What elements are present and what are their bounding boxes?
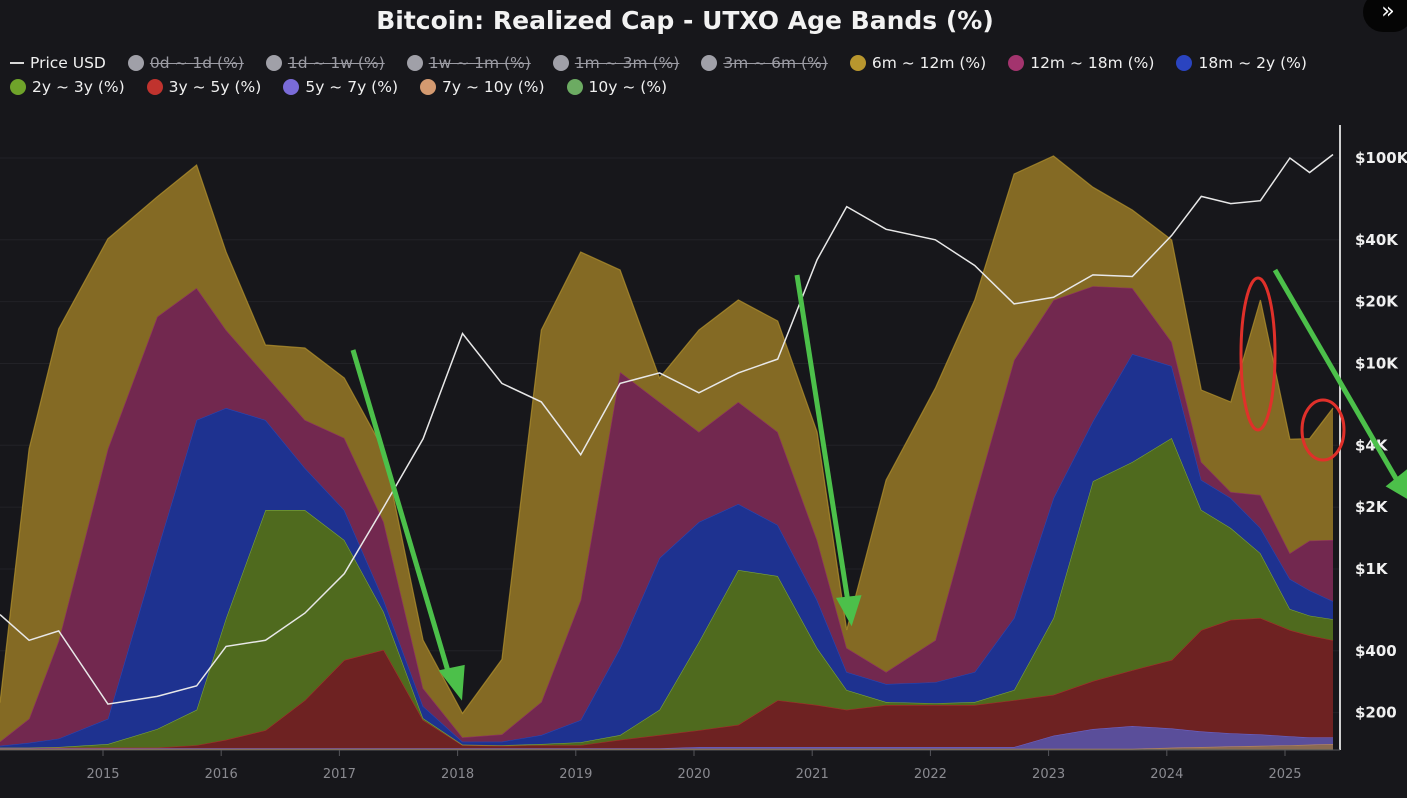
dot-swatch-icon: [265, 55, 282, 71]
legend-label: 18m ~ 2y (%): [1198, 54, 1307, 72]
dot-swatch-icon: [146, 79, 163, 95]
area-3y-5y-: [0, 618, 1333, 749]
dot-swatch-icon: [127, 55, 144, 71]
legend-label: Price USD: [30, 54, 106, 72]
price-tick-label: $200: [1355, 704, 1397, 722]
legend-item[interactable]: Price USD: [10, 54, 106, 72]
legend-label: 7y ~ 10y (%): [442, 78, 545, 96]
legend-label: 12m ~ 18m (%): [1030, 54, 1155, 72]
legend-item[interactable]: 1w ~ 1m (%): [406, 54, 531, 72]
x-tick-label: 2015: [86, 767, 119, 782]
red-circle: [1239, 276, 1277, 432]
green-arrow: [350, 349, 465, 701]
legend-item[interactable]: 12m ~ 18m (%): [1008, 54, 1154, 72]
dot-swatch-icon: [406, 55, 423, 71]
x-tick-label: 2021: [796, 767, 829, 782]
dot-swatch-icon: [849, 55, 866, 71]
price-tick-label: $100K: [1355, 149, 1407, 167]
x-tick-label: 2023: [1032, 767, 1065, 782]
dot-swatch-icon: [10, 79, 26, 95]
legend-label: 1m ~ 3m (%): [574, 54, 680, 72]
price-tick-label: $10K: [1355, 355, 1399, 373]
legend-item[interactable]: 18m ~ 2y (%): [1176, 54, 1307, 72]
green-arrow: [1272, 268, 1407, 499]
dot-swatch-icon: [701, 55, 718, 71]
legend-label: 3m ~ 6m (%): [723, 54, 828, 72]
legend-label: 5y ~ 7y (%): [305, 78, 399, 96]
legend-item[interactable]: 6m ~ 12m (%): [849, 54, 987, 72]
legend-item[interactable]: 0d ~ 1d (%): [127, 54, 244, 72]
area-18m-2y-: [0, 354, 1333, 748]
legend-item[interactable]: 2y ~ 3y (%): [10, 78, 125, 96]
price-tick-label: $20K: [1355, 293, 1399, 311]
legend-label: 3y ~ 5y (%): [168, 78, 262, 96]
area-edge: [0, 155, 1334, 715]
price-tick-label: $400: [1355, 642, 1397, 660]
double-chevron-right-icon[interactable]: »: [1363, 0, 1407, 32]
dot-swatch-icon: [283, 79, 300, 95]
legend-item[interactable]: 3m ~ 6m (%): [701, 54, 828, 72]
area-2y-3y-: [0, 438, 1333, 748]
price-tick-label: $40K: [1355, 231, 1399, 249]
legend-label: 2y ~ 3y (%): [32, 78, 125, 96]
area-6m-12m-: [0, 156, 1333, 742]
price-tick-label: $1K: [1355, 560, 1389, 578]
legend-label: 10y ~ (%): [588, 78, 668, 96]
area-12m-18m-: [0, 286, 1333, 746]
red-circle: [1300, 398, 1346, 462]
legend-label: 1d ~ 1w (%): [287, 54, 385, 72]
annotations: [350, 268, 1407, 701]
dot-swatch-icon: [420, 79, 437, 95]
legend-item[interactable]: 5y ~ 7y (%): [283, 78, 398, 96]
chart-title: Bitcoin: Realized Cap - UTXO Age Bands (…: [376, 6, 994, 35]
area-5y-7y-: [0, 726, 1333, 749]
line-swatch-icon: [10, 62, 24, 64]
x-tick-label: 2017: [323, 767, 356, 782]
price-line: [0, 153, 1334, 705]
legend-item[interactable]: 7y ~ 10y (%): [420, 78, 545, 96]
legend-label: 1w ~ 1m (%): [428, 54, 531, 72]
legend-item[interactable]: 1m ~ 3m (%): [552, 54, 680, 72]
legend: Price USD 0d ~ 1d (%) 1d ~ 1w (%) 1w ~ 1m (…: [10, 54, 1329, 72]
dot-swatch-icon: [1008, 55, 1025, 71]
legend: 2y ~ 3y (%) 3y ~ 5y (%) 5y ~ 7y (%) 7y ~ 10…: [10, 78, 689, 96]
x-tick-label: 2018: [441, 767, 474, 782]
x-tick-label: 2016: [205, 767, 238, 782]
legend-label: 0d ~ 1d (%): [149, 54, 244, 72]
x-tick-label: 2019: [559, 767, 592, 782]
x-tick-label: 2024: [1150, 767, 1183, 782]
dot-swatch-icon: [566, 79, 583, 95]
legend-label: 6m ~ 12m (%): [871, 54, 987, 72]
dot-swatch-icon: [552, 55, 569, 71]
legend-item[interactable]: 10y ~ (%): [566, 78, 668, 96]
x-tick-label: 2022: [914, 767, 947, 782]
legend-item[interactable]: 1d ~ 1w (%): [265, 54, 385, 72]
dot-swatch-icon: [1176, 55, 1193, 71]
legend-item[interactable]: 3y ~ 5y (%): [146, 78, 262, 96]
green-arrow: [794, 274, 862, 627]
x-tick-label: 2020: [677, 767, 710, 782]
price-tick-label: $2K: [1355, 498, 1389, 516]
x-tick-label: 2025: [1268, 767, 1301, 782]
